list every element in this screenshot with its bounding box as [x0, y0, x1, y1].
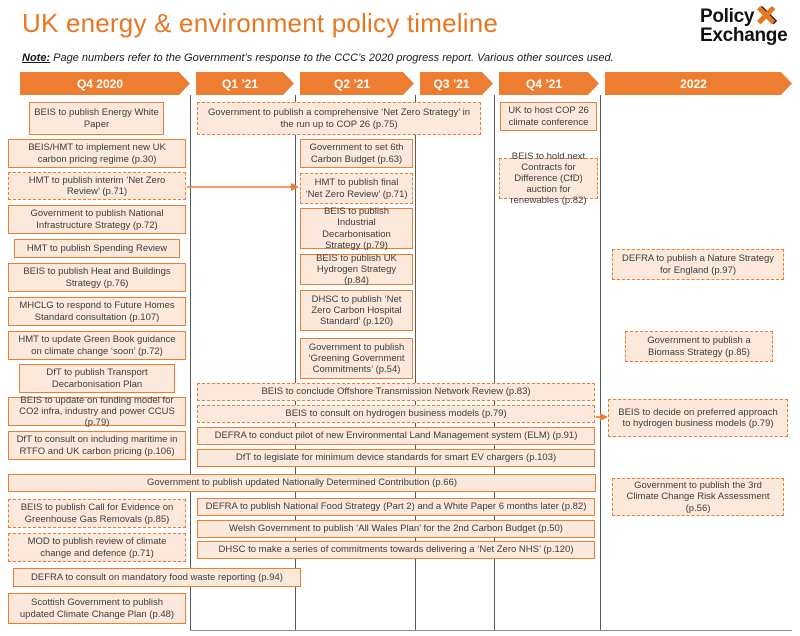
timeline-item: Government to publish a Biomass Strategy…: [625, 331, 773, 362]
timeline-item: UK to host COP 26 climate conference: [500, 102, 597, 131]
divider-line: [600, 95, 601, 631]
timeline-item: DfT to publish Transport Decarbonisation…: [19, 364, 175, 393]
divider-line: [494, 95, 495, 631]
policy-exchange-logo: Policy Exchange: [700, 5, 795, 46]
page-title: UK energy & environment policy timeline: [22, 8, 499, 38]
arrow-interim-to-final-nzr: [187, 183, 299, 191]
timeline-item: DEFRA to consult on mandatory food waste…: [13, 568, 301, 587]
timeline-item: BEIS to publish Industrial Decarbonisati…: [300, 206, 413, 251]
timeline-item: BEIS to publish Heat and Buildings Strat…: [8, 263, 186, 292]
timeline-item: BEIS to update on funding model for CO2 …: [8, 395, 186, 428]
period-q1-21: Q1 ’21: [196, 72, 294, 95]
timeline-item: DHSC to publish ‘Net Zero Carbon Hospita…: [300, 290, 413, 331]
timeline-item: Scottish Government to publish updated C…: [8, 593, 186, 624]
timeline-item: MHCLG to respond to Future Homes Standar…: [8, 297, 186, 326]
timeline-item: BEIS to publish Call for Evidence on Gre…: [8, 499, 186, 528]
period-q2-21: Q2 ’21: [300, 72, 414, 95]
timeline-item: HMT to publish interim ‘Net Zero Review’…: [8, 172, 186, 200]
timeline-item: BEIS to decide on preferred approach to …: [608, 399, 788, 437]
timeline-item: Government to publish a comprehensive ‘N…: [197, 102, 481, 135]
period-2022: 2022: [605, 72, 792, 95]
timeline-item: HMT to update Green Book guidance on cli…: [8, 331, 186, 360]
timeline-item: Government to publish ‘Greening Governme…: [300, 338, 413, 379]
divider-line: [415, 95, 416, 631]
period-q4-2020: Q4 2020: [20, 72, 190, 95]
timeline-item: Government to publish National Infrastru…: [8, 205, 186, 234]
timeline-item: DfT to consult on including maritime in …: [8, 431, 186, 460]
timeline-item: DfT to legislate for minimum device stan…: [197, 449, 595, 467]
logo-line1: Policy: [700, 5, 755, 27]
timeline-item: DEFRA to publish a Nature Strategy for E…: [612, 249, 784, 280]
timeline-item: Government to publish the 3rd Climate Ch…: [612, 478, 784, 516]
timeline-item: DEFRA to publish National Food Strategy …: [197, 498, 595, 516]
x-logo-icon: [757, 5, 778, 26]
period-q3-21: Q3 ’21: [420, 72, 493, 95]
timeline-item: BEIS to publish Energy White Paper: [29, 102, 164, 135]
footnote-label: Note:: [22, 52, 51, 64]
timeline-item: Government to set 6th Carbon Budget (p.6…: [300, 139, 413, 168]
timeline-item: DEFRA to conduct pilot of new Environmen…: [197, 427, 595, 445]
timeline-item: HMT to publish Spending Review: [14, 239, 180, 258]
timeline-item: HMT to publish final ‘Net Zero Review’ (…: [300, 173, 413, 204]
logo-line2: Exchange: [700, 25, 788, 46]
timeline-item: DHSC to make a series of commitments tow…: [197, 541, 595, 559]
footnote-text: Page numbers refer to the Government’s r…: [50, 52, 614, 64]
timeline-item: BEIS to consult on hydrogen business mod…: [197, 405, 595, 423]
footnote: Note: Page numbers refer to the Governme…: [22, 52, 614, 64]
timeline-item: MOD to publish review of climate change …: [8, 533, 186, 562]
timeline-item: BEIS to conclude Offshore Transmission N…: [197, 383, 595, 401]
timeline-item: Government to publish updated Nationally…: [8, 474, 596, 492]
arrow-to-hydrogen-decision: [596, 413, 608, 421]
timeline-item: BEIS to publish UK Hydrogen Strategy (p.…: [300, 253, 413, 286]
timeline-item: BEIS/HMT to implement new UK carbon pric…: [8, 139, 186, 168]
divider-line: [190, 95, 191, 631]
divider-line: [295, 95, 296, 631]
timeline-item: Welsh Government to publish ‘All Wales P…: [197, 520, 595, 538]
timeline-item: BEIS to hold next Contracts for Differen…: [499, 151, 598, 206]
period-q4-21: Q4 ’21: [499, 72, 599, 95]
baseline: [190, 630, 792, 631]
